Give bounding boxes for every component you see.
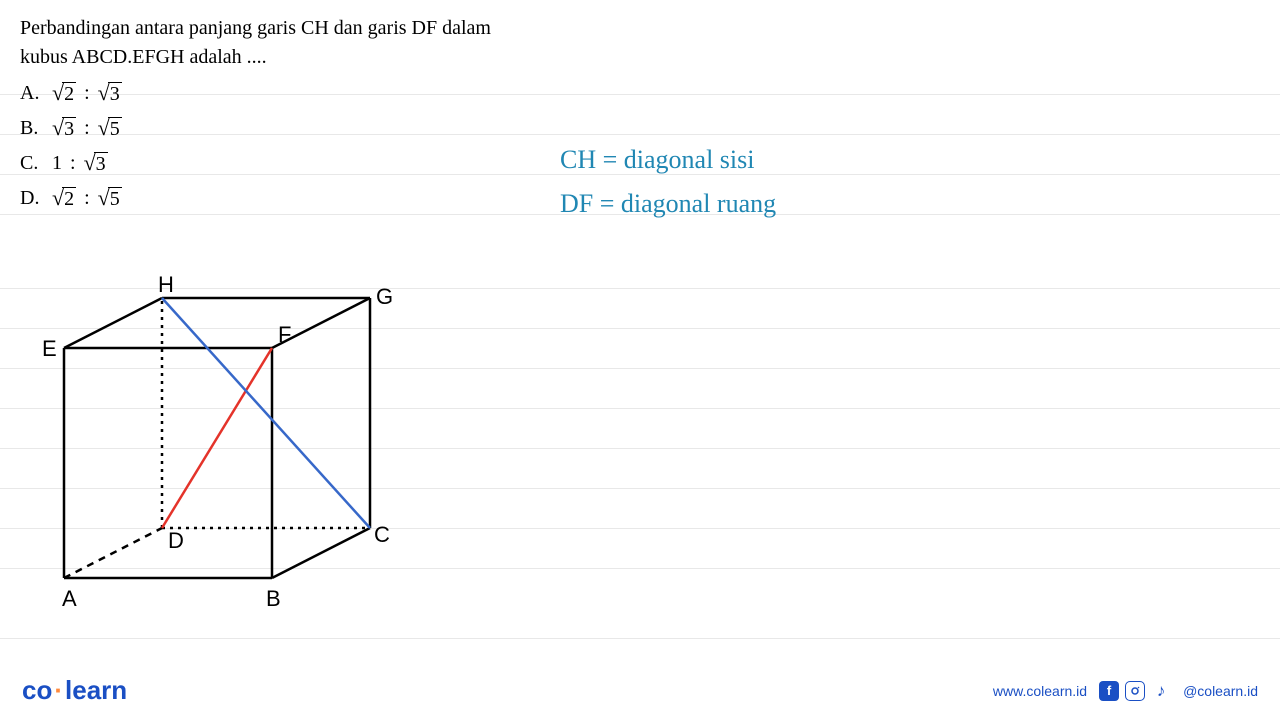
tiktok-icon: ♪ [1151,681,1171,701]
option-letter: A. [20,82,52,105]
svg-text:H: H [158,272,174,297]
option-value: 1 : √3 [52,152,108,175]
logo: co·learn [22,675,127,706]
options-list: A.√2 : √3B.√3 : √5C.1 : √3D.√2 : √5 [20,82,1260,210]
footer-right: www.colearn.id f ♪ @colearn.id [993,681,1258,701]
logo-part1: co [22,675,52,705]
option-value: √2 : √3 [52,82,122,105]
logo-dot: · [54,675,63,705]
svg-text:F: F [278,322,291,347]
logo-part2: learn [65,675,127,705]
facebook-icon: f [1099,681,1119,701]
svg-text:A: A [62,586,77,611]
instagram-icon [1125,681,1145,701]
svg-text:D: D [168,528,184,553]
option-row: D.√2 : √5 [20,187,1260,210]
option-row: C.1 : √3 [20,152,1260,175]
svg-text:G: G [376,284,393,309]
footer: co·learn www.colearn.id f ♪ @colearn.id [22,675,1258,706]
svg-text:E: E [42,336,57,361]
question-text: Perbandingan antara panjang garis CH dan… [20,14,1260,72]
option-row: A.√2 : √3 [20,82,1260,105]
option-letter: D. [20,187,52,210]
cube-diagram: A B C D E F G H [22,270,422,640]
footer-url: www.colearn.id [993,683,1087,699]
main-content: Perbandingan antara panjang garis CH dan… [0,0,1280,236]
svg-text:C: C [374,522,390,547]
footer-handle: @colearn.id [1183,683,1258,699]
option-letter: B. [20,117,52,140]
option-value: √2 : √5 [52,187,122,210]
question-line2: kubus ABCD.EFGH adalah .... [20,46,267,68]
option-value: √3 : √5 [52,117,122,140]
option-letter: C. [20,152,52,175]
question-line1: Perbandingan antara panjang garis CH dan… [20,17,491,39]
social-icons: f ♪ [1099,681,1171,701]
option-row: B.√3 : √5 [20,117,1260,140]
svg-text:B: B [266,586,281,611]
